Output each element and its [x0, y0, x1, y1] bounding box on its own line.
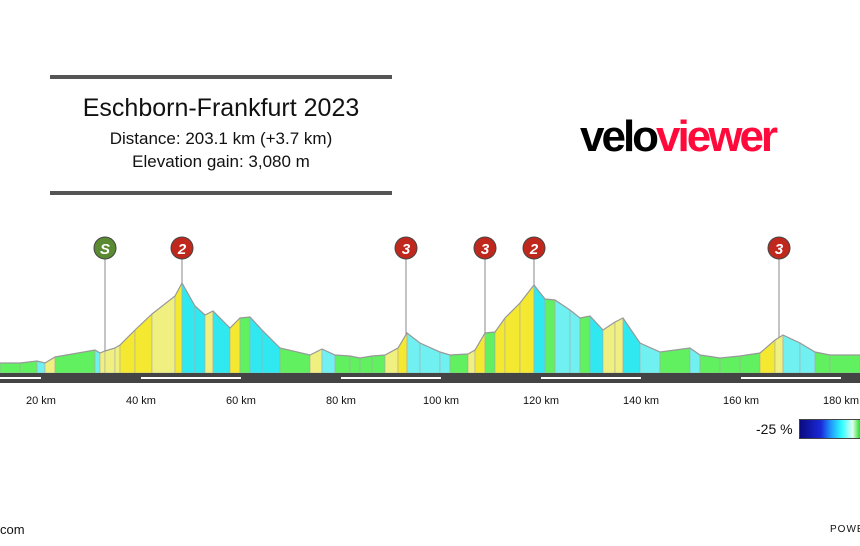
x-tick-label: 180 km	[823, 395, 859, 407]
x-tick-label: 120 km	[523, 395, 559, 407]
distance-bar-stripe	[541, 377, 641, 379]
profile-segment	[134, 313, 153, 374]
profile-segment	[114, 344, 121, 374]
footer-powered-text: POWE	[830, 524, 860, 535]
profile-outline	[0, 281, 860, 364]
elevation-profile-chart: 20 km 40 km 60 km 80 km 100 km 120 km 140 km 16…	[0, 236, 860, 407]
climb-category-label: 3	[775, 241, 784, 258]
profile-segment	[406, 332, 421, 374]
profile-segment	[474, 331, 486, 374]
footer-left-text: com	[0, 522, 25, 537]
profile-segment	[614, 317, 624, 374]
climb-category-badge	[473, 236, 497, 260]
profile-segment	[589, 315, 604, 374]
profile-segment	[554, 299, 571, 374]
profile-segment	[782, 334, 801, 374]
climb-category-label: 3	[481, 241, 490, 258]
profile-segment	[174, 282, 183, 374]
distance-bar-stripe	[141, 377, 241, 379]
x-tick-label: 80 km	[326, 395, 356, 407]
climb-category-badge	[170, 236, 194, 260]
profile-segment	[334, 354, 351, 374]
profile-segment	[359, 355, 373, 374]
logo-velo: velo	[580, 112, 659, 161]
profile-segment	[519, 284, 535, 374]
x-tick-label: 100 km	[423, 395, 459, 407]
distance-bar-stripe	[741, 377, 841, 379]
climb-category-label: 2	[177, 241, 187, 258]
x-tick-label: 160 km	[723, 395, 759, 407]
profile-segment	[204, 310, 214, 374]
elevation-gain-text: Elevation gain: 3,080 m	[132, 152, 310, 171]
climb-category-badge	[767, 236, 791, 260]
profile-segment	[504, 302, 521, 374]
x-tick-label: 140 km	[623, 395, 659, 407]
climb-category-label: 2	[529, 241, 539, 258]
x-tick-label: 20 km	[26, 395, 56, 407]
climb-category-label: S	[100, 241, 110, 258]
profile-segment	[181, 281, 196, 374]
profile-segment	[759, 339, 776, 374]
veloviewer-logo: veloviewer	[580, 112, 778, 162]
profile-segment	[484, 331, 496, 374]
profile-segment	[0, 362, 21, 374]
title-bottom-rule	[50, 191, 392, 195]
profile-segment	[397, 331, 408, 374]
profile-segment	[99, 350, 106, 374]
profile-segment	[94, 349, 101, 374]
profile-segment	[829, 354, 860, 374]
profile-segment	[194, 305, 206, 374]
profile-segment	[261, 329, 281, 374]
profile-segment	[371, 354, 386, 374]
profile-segment	[544, 298, 556, 374]
profile-segment	[719, 355, 741, 374]
profile-segment	[622, 317, 641, 374]
climb-category-badge	[522, 236, 546, 260]
profile-segment	[119, 329, 136, 374]
distance-bar-stripe	[0, 377, 41, 379]
profile-segment	[104, 347, 116, 374]
profile-segment	[239, 316, 251, 374]
profile-segment	[449, 353, 469, 374]
logo-viewer: viewer	[656, 112, 778, 161]
x-tick-label: 60 km	[226, 395, 256, 407]
profile-segment	[533, 284, 546, 374]
gradient-legend-min-label: -25 %	[756, 421, 793, 437]
profile-segment	[494, 317, 506, 374]
profile-segment	[249, 316, 263, 374]
x-tick-label: 40 km	[126, 395, 156, 407]
climb-category-label: 3	[402, 241, 411, 258]
gradient-legend-bar	[799, 419, 860, 439]
profile-segment	[569, 309, 581, 374]
profile-segment	[774, 334, 784, 374]
profile-segment	[579, 315, 591, 374]
distance-bar-stripe	[341, 377, 441, 379]
profile-segment	[349, 355, 361, 374]
climb-category-badge	[394, 236, 418, 260]
page-title: Eschborn-Frankfurt 2023	[82, 94, 360, 122]
profile-segment	[151, 295, 176, 374]
title-top-rule	[50, 75, 392, 79]
profile-segment	[602, 321, 616, 374]
distance-text: Distance: 203.1 km (+3.7 km)	[109, 129, 333, 148]
climb-category-badge	[93, 236, 117, 260]
